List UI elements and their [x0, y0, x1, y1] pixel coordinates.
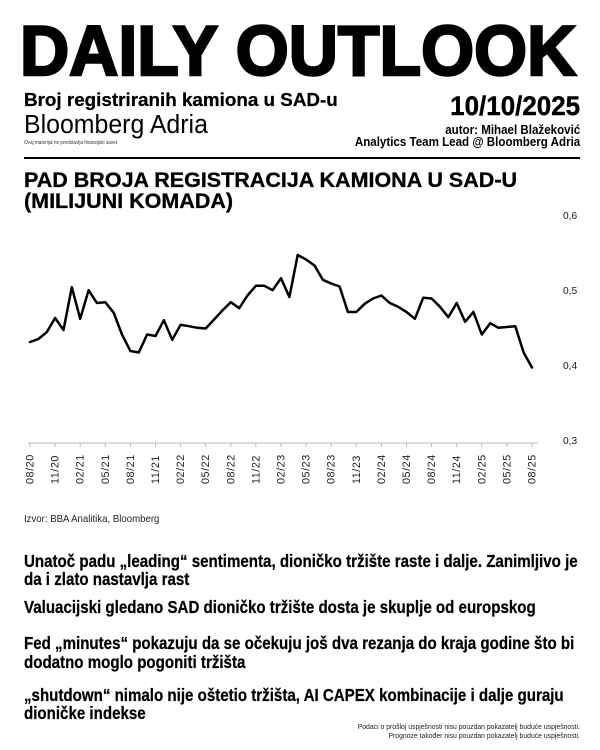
svg-text:02/22: 02/22: [175, 454, 187, 484]
svg-text:08/21: 08/21: [125, 454, 137, 484]
svg-text:0,4: 0,4: [563, 361, 577, 372]
svg-text:02/23: 02/23: [276, 454, 288, 484]
svg-text:11/23: 11/23: [351, 455, 363, 484]
svg-text:0,5: 0,5: [563, 286, 577, 297]
svg-text:0,6: 0,6: [563, 211, 577, 222]
svg-text:02/24: 02/24: [376, 454, 388, 484]
svg-text:11/22: 11/22: [250, 455, 262, 484]
svg-text:05/24: 05/24: [401, 454, 413, 484]
svg-text:08/22: 08/22: [225, 454, 237, 484]
svg-text:08/23: 08/23: [326, 454, 338, 484]
svg-text:05/22: 05/22: [200, 454, 212, 484]
svg-text:05/25: 05/25: [501, 454, 513, 484]
svg-text:08/20: 08/20: [25, 454, 37, 484]
svg-text:05/23: 05/23: [301, 454, 313, 484]
svg-text:05/21: 05/21: [100, 454, 112, 484]
svg-text:08/24: 08/24: [426, 454, 438, 484]
svg-text:0,3: 0,3: [563, 436, 577, 447]
svg-text:11/20: 11/20: [50, 455, 62, 484]
svg-text:02/21: 02/21: [75, 454, 87, 484]
svg-text:11/24: 11/24: [451, 455, 463, 484]
svg-text:08/25: 08/25: [527, 454, 539, 484]
svg-text:02/25: 02/25: [476, 454, 488, 484]
svg-text:11/21: 11/21: [150, 455, 162, 484]
